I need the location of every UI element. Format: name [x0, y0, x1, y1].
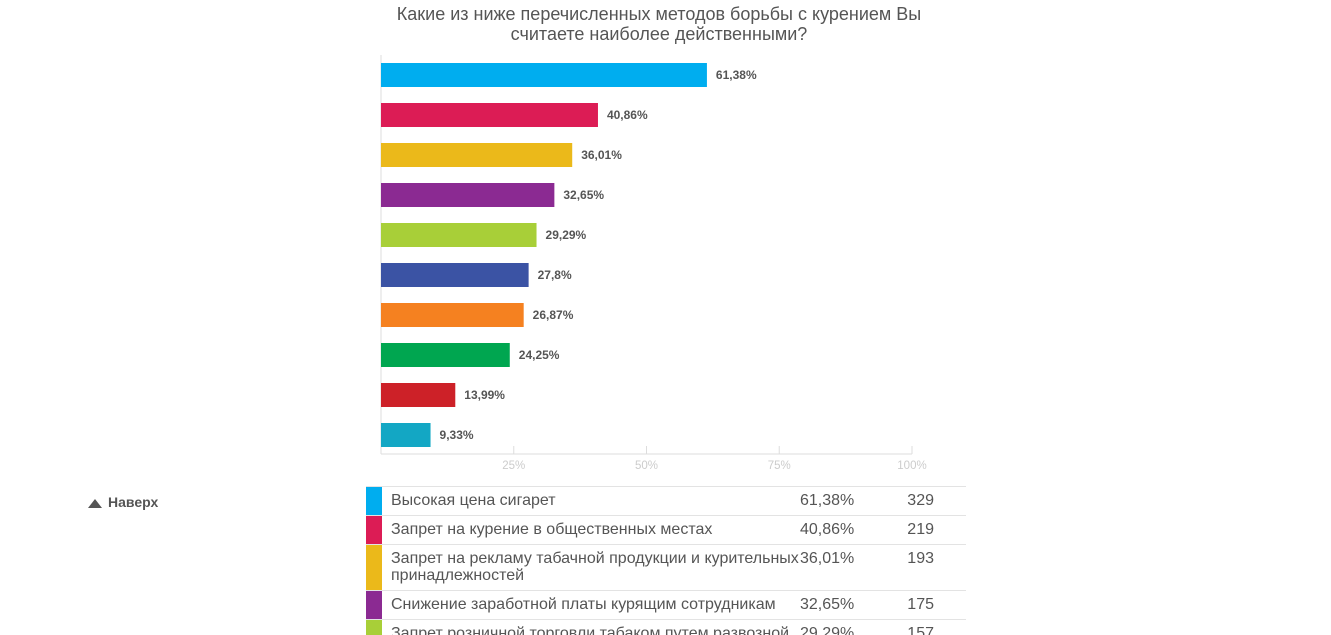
bar [381, 423, 431, 447]
legend-table: Высокая цена сигарет 61,38% 329 Запрет н… [366, 486, 966, 635]
bar-value-label: 36,01% [581, 148, 622, 162]
bar-value-label: 26,87% [533, 308, 574, 322]
legend-count: 329 [907, 492, 934, 509]
legend-count: 157 [907, 625, 934, 635]
bar [381, 383, 456, 407]
legend-label: Запрет на рекламу табачной продукции и к… [391, 550, 799, 584]
legend-row: Высокая цена сигарет 61,38% 329 [366, 487, 966, 516]
bar [381, 63, 707, 87]
legend-count: 219 [907, 521, 934, 538]
legend-swatch [366, 591, 382, 619]
legend-swatch [366, 487, 382, 515]
legend-row: Запрет розничной торговли табаком путем … [366, 620, 966, 635]
legend-count: 193 [907, 550, 934, 567]
legend-percent: 36,01% [800, 550, 855, 567]
legend-count: 175 [907, 596, 934, 613]
bar-value-label: 9,33% [440, 428, 474, 442]
bar [381, 263, 529, 287]
x-tick-label: 75% [768, 460, 791, 472]
legend-label: Снижение заработной платы курящим сотруд… [391, 596, 776, 613]
x-tick-label: 100% [897, 460, 926, 472]
chart-title: Какие из ниже перечисленных методов борь… [396, 4, 922, 44]
bar [381, 183, 555, 207]
back-to-top-link[interactable]: Наверх [88, 494, 158, 510]
x-tick-label: 50% [635, 460, 658, 472]
legend-label: Запрет на курение в общественных местах [391, 521, 713, 538]
legend-percent: 40,86% [800, 521, 855, 538]
back-to-top-label: Наверх [108, 494, 159, 510]
legend-swatch [366, 516, 382, 544]
bar-value-label: 13,99% [464, 388, 505, 402]
legend-label: Высокая цена сигарет [391, 492, 556, 509]
legend-label: Запрет розничной торговли табаком путем … [391, 625, 790, 635]
bar-chart: 25% 50% 75% 100% 61,38% 40,86% 36,01% 32,65% 29,… [380, 55, 927, 472]
bar-value-label: 27,8% [538, 268, 572, 282]
bar-value-label: 61,38% [716, 68, 757, 82]
bar-value-label: 32,65% [563, 188, 604, 202]
bar [381, 223, 537, 247]
legend-swatch [366, 620, 382, 635]
bar [381, 103, 598, 127]
up-arrow-icon [88, 498, 102, 508]
legend-swatch [366, 545, 382, 590]
bar-value-label: 24,25% [519, 348, 560, 362]
x-tick-label: 25% [502, 460, 525, 472]
legend-percent: 61,38% [800, 492, 855, 509]
legend-percent: 29,29% [800, 625, 855, 635]
bar [381, 343, 510, 367]
legend-row: Запрет на рекламу табачной продукции и к… [366, 545, 966, 591]
bar [381, 303, 524, 327]
bar [381, 143, 573, 167]
legend-percent: 32,65% [800, 596, 855, 613]
legend-row: Запрет на курение в общественных местах … [366, 516, 966, 545]
legend-row: Снижение заработной платы курящим сотруд… [366, 591, 966, 620]
bar-value-label: 29,29% [546, 228, 587, 242]
bar-value-label: 40,86% [607, 108, 648, 122]
